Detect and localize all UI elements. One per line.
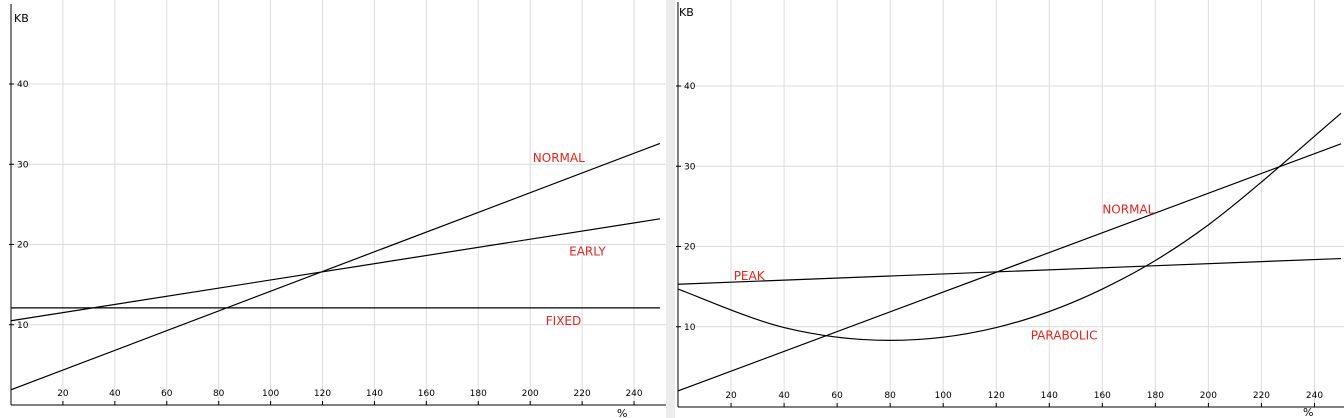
chart1-y-tick-label-30: 30 [684,162,696,172]
chart0-x-tick-label-220: 220 [574,389,591,399]
chart0-y-tick-label-40: 40 [17,80,29,90]
chart0-y-axis-label: KB [14,12,29,25]
chart0-x-tick-label-40: 40 [109,389,121,399]
chart0-x-tick-label-120: 120 [314,389,331,399]
chart1-y-tick-label-20: 20 [684,243,696,253]
chart1-x-tick-label-240: 240 [1306,391,1323,401]
chart1-label-normal: NORMAL [1102,203,1154,217]
chart0-x-tick-label-20: 20 [57,389,69,399]
chart0-series-early [11,218,661,322]
chart0-label-fixed: FIXED [546,314,581,328]
chart0-y-tick-label-10: 10 [17,321,29,331]
chart0-series-normal [11,142,661,391]
chart0-x-axis-label: % [617,407,627,418]
chart1-y-tick-label-40: 40 [684,82,696,92]
chart1-x-tick-label-220: 220 [1253,391,1270,401]
chart1-x-tick-label-80: 80 [884,391,896,401]
chart1-series-peak [678,257,1342,285]
chart0-label-normal: NORMAL [533,151,585,165]
chart1-x-tick-label-40: 40 [778,391,790,401]
chart-right: 20 40 60 80 100 120 140 160 180 200 220 240 10 20 30 40… [676,0,1344,418]
chart1-series-parabolic [678,112,1342,341]
chart1-x-tick-label-120: 120 [988,391,1005,401]
chart1-label-peak: PEAK [734,269,766,283]
chart0-x-tick-label-240: 240 [625,389,642,399]
chart0-x-tick-label-160: 160 [418,389,435,399]
chart0-x-tick-label-80: 80 [213,389,225,399]
chart0-x-tick-label-60: 60 [161,389,173,399]
chart1-x-tick-label-160: 160 [1094,391,1111,401]
chart0-label-early: EARLY [569,245,606,259]
chart1-x-axis-label: % [1303,406,1313,418]
chart1-x-tick-label-180: 180 [1147,391,1164,401]
chart1-label-parabolic: PARABOLIC [1031,329,1098,343]
chart1-x-tick-label-20: 20 [725,391,737,401]
chart-left: 20 40 60 80 100 120 140 160 180 200 220 240 10 20 30 40… [9,0,666,418]
chart-panel-left: 20 40 60 80 100 120 140 160 180 200 220 240 10 20 30 40… [0,0,666,418]
chart1-x-tick-label-140: 140 [1041,391,1058,401]
chart1-y-tick-label-10: 10 [684,323,696,333]
chart0-y-tick-label-30: 30 [17,160,29,170]
chart1-x-tick-label-200: 200 [1200,391,1217,401]
chart1-x-tick-label-100: 100 [935,391,952,401]
chart1-series-normal [678,143,1342,392]
chart0-y-tick-label-20: 20 [17,241,29,251]
chart0-x-tick-label-200: 200 [522,389,539,399]
chart0-x-tick-label-140: 140 [366,389,383,399]
chart0-x-tick-label-180: 180 [470,389,487,399]
chart1-x-tick-label-60: 60 [831,391,843,401]
chart-panel-right: 20 40 60 80 100 120 140 160 180 200 220 240 10 20 30 40… [675,0,1344,418]
chart1-y-axis-label: KB [679,6,694,19]
chart0-x-tick-label-100: 100 [262,389,279,399]
